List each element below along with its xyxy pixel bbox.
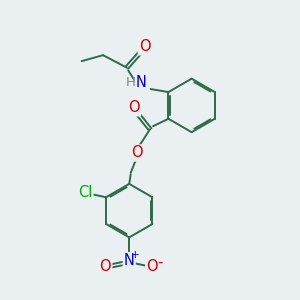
Text: +: + [131,250,140,260]
Text: O: O [131,146,142,160]
Text: O: O [100,259,111,274]
Text: H: H [125,76,135,89]
Text: -: - [158,255,163,270]
Text: N: N [136,75,146,90]
Text: Cl: Cl [78,185,92,200]
Text: O: O [139,39,151,54]
Text: N: N [124,253,135,268]
Text: O: O [128,100,140,115]
Text: O: O [146,259,158,274]
